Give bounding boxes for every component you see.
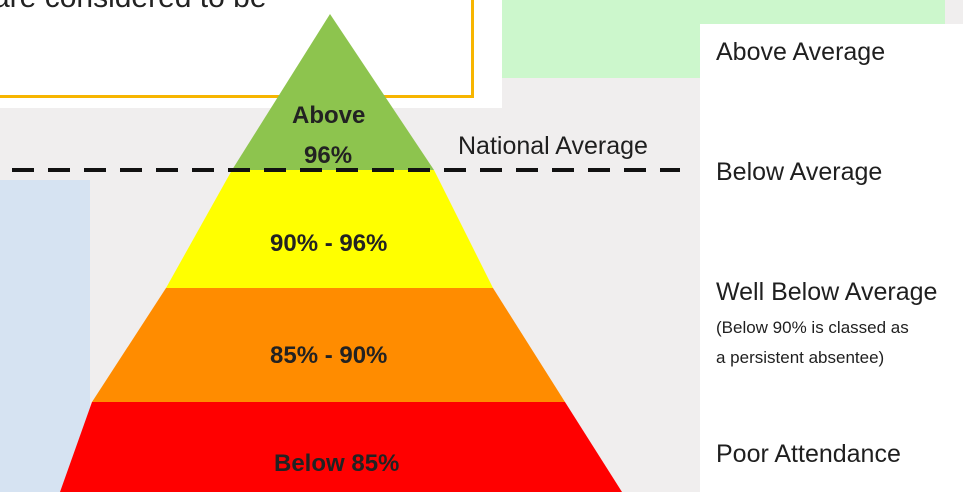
legend-above-average: Above Average — [716, 38, 886, 66]
legend-well-below-average: Well Below Average — [716, 278, 938, 306]
tier-above-label-1: Above — [292, 102, 366, 129]
tier-above-label-2: 96% — [304, 142, 353, 169]
tier-85-90-shape — [92, 288, 565, 402]
tier-below-85-shape — [60, 402, 622, 492]
legend-well-below-note-2: a persistent absentee) — [716, 348, 885, 367]
blue-background-panel — [0, 180, 90, 492]
tier-above-shape — [232, 14, 434, 170]
note-text: are considered to be — [0, 0, 267, 15]
note-box: are considered to be — [0, 0, 474, 98]
tier-below-85-label: Below 85% — [274, 450, 400, 477]
legend-below-average: Below Average — [716, 158, 883, 186]
legend-well-below-note-1: (Below 90% is classed as — [716, 318, 909, 337]
legend-poor-attendance: Poor Attendance — [716, 440, 901, 468]
legend-panel — [700, 24, 963, 492]
tier-85-90-label: 85% - 90% — [270, 342, 388, 369]
tier-90-96-label: 90% - 96% — [270, 230, 388, 257]
tier-90-96-shape — [166, 170, 493, 288]
national-average-label: National Average — [458, 132, 648, 160]
